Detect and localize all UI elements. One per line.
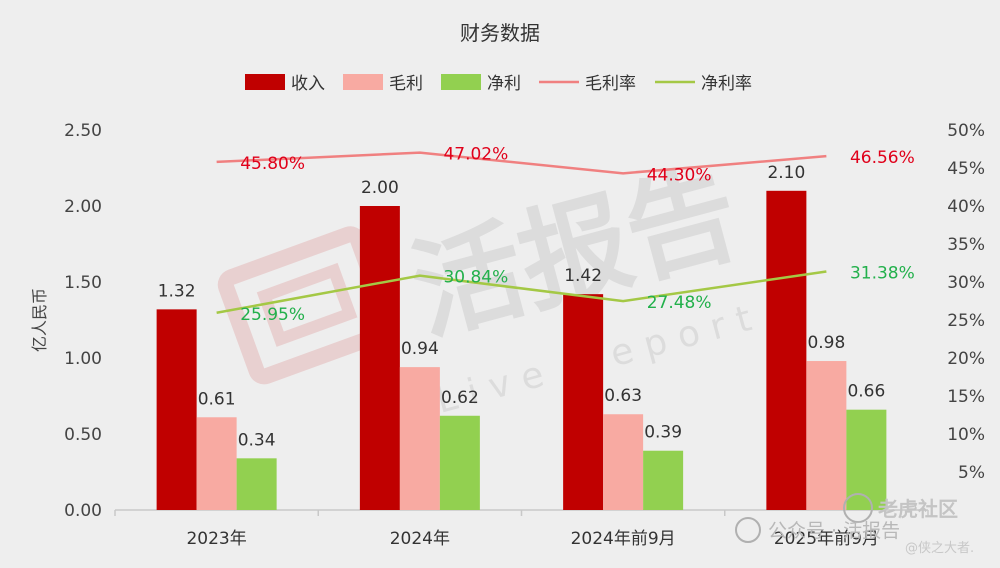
corner-brand: 老虎社区 <box>878 497 958 521</box>
bar-value-label: 0.63 <box>604 386 642 406</box>
bar-收入 <box>359 206 400 510</box>
bar-value-label: 0.61 <box>198 389 236 409</box>
bar-净利 <box>439 415 480 510</box>
lines <box>216 151 827 315</box>
line-value-label: 25.95% <box>240 305 305 325</box>
bar-收入 <box>563 294 604 510</box>
wechat-icon <box>735 517 761 543</box>
legend-label: 毛利率 <box>585 74 636 94</box>
bar-value-label: 0.98 <box>807 333 845 353</box>
y2-tick-label: 30% <box>947 273 985 293</box>
x-tick-label: 2024年前9月 <box>571 529 676 549</box>
bar-净利 <box>846 409 887 510</box>
y2-tick-label: 40% <box>947 197 985 217</box>
line-毛利率 <box>216 151 827 175</box>
bar-毛利 <box>603 414 644 510</box>
y2-axis-ticks: 5% 10% 15% 20% 25% 30% 35% 40% 45% 50% <box>947 121 985 483</box>
line-value-label: 31.38% <box>850 264 915 284</box>
legend-label: 净利率 <box>701 74 752 94</box>
y2-tick-label: 15% <box>947 387 985 407</box>
line-value-label: 30.84% <box>443 268 508 288</box>
x-axis: 2023年 2024年 2024年前9月 2025年前9月 <box>114 509 929 549</box>
line-value-label: 47.02% <box>443 145 508 165</box>
bar-value-label: 0.94 <box>401 339 439 359</box>
y2-tick-label: 50% <box>947 121 985 141</box>
x-tick-label: 2025年前9月 <box>774 529 879 549</box>
line-value-label: 45.80% <box>240 154 305 174</box>
bar-value-label: 0.62 <box>441 388 479 408</box>
y-axis-ticks: 0.00 0.50 1.00 1.50 2.00 2.50 <box>64 121 102 521</box>
line-value-label: 27.48% <box>647 293 712 313</box>
y-tick-label: 0.50 <box>64 425 102 445</box>
legend: 收入 毛利 净利 毛利率 净利率 <box>245 74 752 94</box>
line-value-label: 44.30% <box>647 165 712 185</box>
bar-收入 <box>766 190 807 511</box>
legend-label: 收入 <box>291 74 325 94</box>
data-labels: 1.32 2.00 1.42 2.10 0.61 0.94 0.63 0.98 0.34 0.62… <box>158 145 915 451</box>
corner-watermark: 老虎社区 公众号 · 活报告 @侠之大者. <box>735 493 974 556</box>
bar-收入 <box>156 309 197 510</box>
y2-tick-label: 35% <box>947 235 985 255</box>
bar-净利 <box>236 458 277 510</box>
y2-tick-label: 45% <box>947 159 985 179</box>
line-净利率 <box>216 270 827 315</box>
y-tick-label: 2.50 <box>64 121 102 141</box>
bar-value-label: 0.66 <box>847 382 885 402</box>
legend-swatch <box>441 74 481 90</box>
y2-tick-label: 5% <box>958 463 985 483</box>
chart-title: 财务数据 <box>460 21 540 45</box>
y-tick-label: 2.00 <box>64 197 102 217</box>
x-tick-label: 2023年 <box>186 529 246 549</box>
bar-value-label: 2.10 <box>767 163 805 183</box>
y-tick-label: 1.50 <box>64 273 102 293</box>
y-tick-label: 1.00 <box>64 349 102 369</box>
y-axis-label: 亿人民币 <box>30 288 49 352</box>
y2-tick-label: 10% <box>947 425 985 445</box>
corner-handle: @侠之大者. <box>905 541 974 556</box>
legend-label: 净利 <box>487 74 521 94</box>
bar-value-label: 2.00 <box>361 178 399 198</box>
bars <box>156 190 887 511</box>
legend-swatch <box>245 74 285 90</box>
line-value-label: 46.56% <box>850 148 915 168</box>
bar-value-label: 0.39 <box>644 423 682 443</box>
paw-icon <box>843 493 873 523</box>
legend-swatch <box>343 74 383 90</box>
bar-毛利 <box>806 361 847 510</box>
y2-tick-label: 25% <box>947 311 985 331</box>
y2-tick-label: 20% <box>947 349 985 369</box>
bar-value-label: 0.34 <box>238 430 276 450</box>
x-tick-label: 2024年 <box>390 529 450 549</box>
legend-label: 毛利 <box>389 74 423 94</box>
bar-毛利 <box>399 367 440 510</box>
bar-value-label: 1.42 <box>564 266 602 286</box>
corner-mid: 公众号 · 活报告 <box>768 520 900 542</box>
y-tick-label: 0.00 <box>64 501 102 521</box>
bar-净利 <box>643 450 684 510</box>
bar-value-label: 1.32 <box>158 281 196 301</box>
bar-毛利 <box>196 417 237 510</box>
